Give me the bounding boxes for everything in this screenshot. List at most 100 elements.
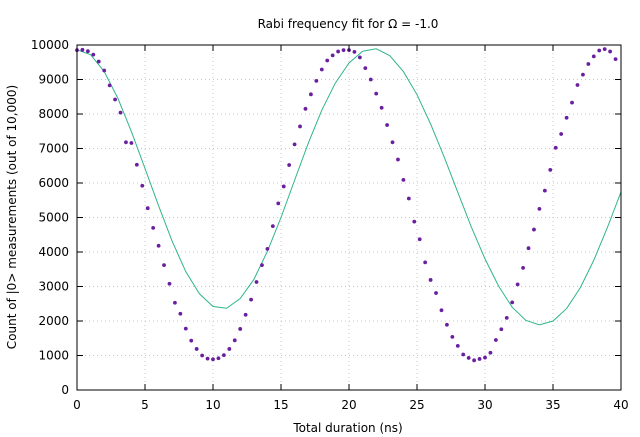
data-point [270, 224, 275, 229]
data-point [477, 357, 482, 361]
data-point [319, 67, 324, 72]
y-tick-label: 10000 [31, 38, 69, 52]
data-point [434, 291, 438, 295]
data-point [581, 72, 585, 77]
data-point [183, 326, 188, 331]
data-point [374, 91, 379, 96]
data-point [559, 132, 564, 136]
data-point [363, 66, 368, 71]
data-point [504, 315, 509, 320]
data-point [194, 347, 199, 351]
y-tick-label: 4000 [38, 245, 69, 259]
data-point [488, 350, 493, 355]
x-tick-label: 0 [73, 398, 81, 412]
data-point [303, 106, 308, 111]
data-point [423, 260, 428, 265]
data-point [396, 157, 400, 162]
x-tick-label: 30 [477, 398, 492, 412]
data-point [461, 352, 466, 357]
data-point [586, 62, 591, 66]
data-point [537, 206, 542, 211]
data-point [406, 196, 411, 201]
data-point [521, 265, 525, 270]
y-tick-label: 2000 [38, 314, 69, 328]
data-point [287, 163, 292, 167]
data-point [499, 327, 504, 332]
data-point [265, 247, 270, 251]
data-point [151, 225, 156, 230]
data-point [591, 54, 596, 59]
data-point [189, 338, 194, 343]
data-point [390, 140, 395, 145]
data-point [450, 334, 455, 339]
y-tick-label: 6000 [38, 176, 69, 190]
x-tick-label: 40 [613, 398, 628, 412]
data-point [493, 338, 498, 342]
data-point [510, 300, 515, 305]
data-point [570, 100, 574, 105]
data-point [249, 297, 253, 302]
data-point [602, 47, 607, 52]
data-point [205, 356, 210, 361]
data-point [292, 142, 297, 147]
y-tick-label: 5000 [38, 211, 69, 225]
data-point [542, 188, 547, 193]
data-point [102, 68, 107, 73]
data-point [173, 300, 177, 305]
x-tick-label: 20 [341, 398, 356, 412]
data-point [385, 123, 389, 127]
x-axis-label: Total duration (ns) [292, 421, 402, 435]
x-tick-label: 25 [409, 398, 424, 412]
y-tick-label: 3000 [38, 280, 69, 294]
data-point [113, 97, 117, 102]
data-point [227, 347, 232, 351]
data-point [85, 49, 90, 54]
data-point [91, 52, 96, 57]
x-tick-label: 15 [273, 398, 288, 412]
data-point [613, 57, 618, 62]
data-point [314, 78, 319, 83]
data-point [200, 353, 205, 358]
data-point [281, 184, 286, 189]
y-tick-label: 1000 [38, 349, 69, 363]
data-point [325, 58, 330, 63]
data-point [417, 237, 422, 242]
data-point [553, 145, 558, 150]
data-point [140, 183, 145, 188]
x-tick-label: 5 [141, 398, 149, 412]
data-point [575, 83, 580, 87]
data-point [597, 48, 602, 53]
data-point [156, 243, 161, 248]
data-point [80, 47, 85, 52]
data-points-layer [75, 47, 618, 363]
data-point [309, 92, 313, 97]
data-point [232, 338, 237, 343]
fit-curve [76, 48, 622, 326]
data-point [145, 206, 150, 211]
data-point [162, 263, 166, 268]
data-point [134, 162, 139, 167]
data-point [238, 327, 243, 331]
data-point [298, 124, 302, 129]
data-point [341, 48, 346, 53]
data-point [401, 178, 406, 182]
y-tick-label: 9000 [38, 73, 69, 87]
data-point [515, 282, 520, 287]
grid-lines [77, 45, 621, 390]
data-point [526, 246, 531, 251]
y-tick-label: 7000 [38, 142, 69, 156]
data-point [439, 308, 444, 313]
data-point [548, 167, 553, 172]
data-point [368, 77, 373, 82]
data-point [472, 358, 477, 363]
data-point [118, 110, 123, 115]
chart-title: Rabi frequency fit for Ω = -1.0 [258, 17, 439, 31]
data-point [379, 105, 384, 110]
y-tick-label: 0 [61, 383, 69, 397]
data-point [412, 219, 417, 224]
fit-curve-layer [76, 48, 622, 326]
x-tick-label: 10 [205, 398, 220, 412]
data-point [216, 356, 221, 361]
y-axis-label: Count of |0> measurements (out of 10,000… [5, 85, 19, 349]
